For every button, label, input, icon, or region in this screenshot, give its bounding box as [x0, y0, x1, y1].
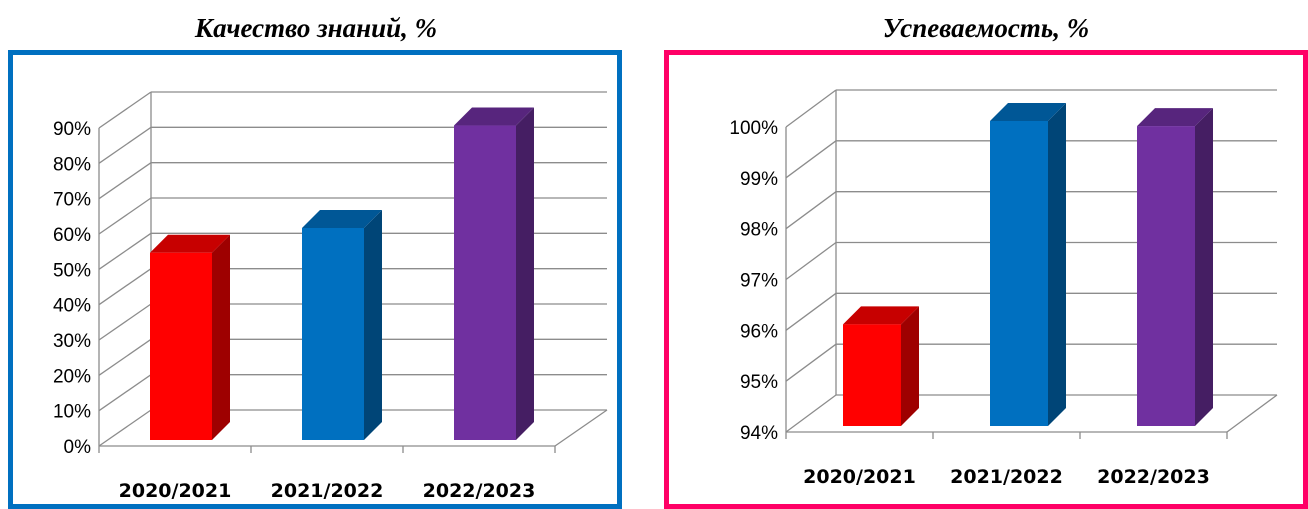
x-category-label: 2020/2021 — [119, 480, 232, 502]
gridline-diagonal — [98, 303, 152, 341]
bar-2021-2022 — [990, 103, 1066, 426]
y-tick-label: 70% — [53, 190, 91, 211]
gridline-diagonal — [98, 126, 152, 164]
y-tick-label: 97% — [740, 271, 778, 292]
gridline-diagonal — [98, 162, 152, 200]
y-tick-label: 100% — [729, 118, 778, 139]
gridline-diagonal — [785, 89, 837, 128]
bar-front — [302, 228, 364, 440]
chart-frame-knowledge-quality: 0% 10% 20% 30% 40% 50% 60% 70% 80% 90% 2020/2021 20… — [8, 50, 622, 509]
gridline-diagonal — [785, 241, 837, 281]
bar-side — [516, 107, 534, 441]
y-tick-label: 10% — [53, 402, 91, 423]
bar-2022-2023 — [454, 107, 534, 441]
floor-right-edge — [1226, 394, 1278, 433]
bar-chart-knowledge-quality: 0% 10% 20% 30% 40% 50% 60% 70% 80% 90% 2020/2021 20… — [53, 91, 608, 502]
y-tick-label: 94% — [740, 423, 778, 444]
bar-front — [1137, 126, 1195, 426]
bar-2020-2021 — [843, 306, 919, 426]
bar-top — [302, 210, 382, 228]
gridline-diagonal — [785, 343, 837, 382]
y-tick-label: 80% — [53, 154, 91, 175]
y-tick-label: 96% — [740, 321, 778, 342]
x-category-label: 2021/2022 — [950, 466, 1063, 488]
bar-chart-performance: 94% 95% 96% 97% 98% 99% 100% 2020/2021 2021/2022… — [729, 89, 1278, 488]
gridline-diagonal — [785, 292, 837, 331]
gridline-diagonal — [98, 268, 152, 306]
chart-title-knowledge-quality: Качество знаний, % — [194, 13, 438, 43]
y-tick-label: 0% — [64, 437, 92, 458]
bar-top — [1137, 108, 1213, 127]
bar-2021-2022 — [302, 210, 382, 440]
bar-front — [990, 121, 1048, 426]
gridline-diagonal — [98, 374, 152, 412]
chart-frame-performance: 94% 95% 96% 97% 98% 99% 100% 2020/2021 2021/2022… — [664, 50, 1308, 509]
bar-top — [990, 103, 1066, 121]
chart-title-performance: Успеваемость, % — [882, 13, 1090, 43]
bar-side — [1048, 103, 1066, 426]
gridline-diagonal — [785, 394, 837, 433]
y-tick-label: 40% — [53, 296, 91, 317]
gridline-diagonal — [98, 232, 152, 270]
bar-top — [454, 107, 534, 126]
y-tick-label: 50% — [53, 260, 91, 281]
y-tick-label: 20% — [53, 366, 91, 387]
y-tick-label: 30% — [53, 331, 91, 352]
y-tick-label: 99% — [740, 169, 778, 190]
y-tick-label: 98% — [740, 220, 778, 241]
bar-side — [901, 306, 919, 426]
bar-side — [364, 210, 382, 440]
bar-side — [212, 234, 230, 440]
gridline-diagonal — [98, 197, 152, 235]
x-category-label: 2022/2023 — [1097, 466, 1210, 488]
x-category-label: 2022/2023 — [423, 480, 536, 502]
gridline-diagonal — [785, 191, 837, 230]
gridline-diagonal — [785, 140, 837, 179]
gridline-diagonal — [98, 338, 152, 376]
y-tick-label: 90% — [53, 119, 91, 140]
bar-2020-2021 — [150, 234, 230, 440]
x-category-label: 2021/2022 — [271, 480, 384, 502]
x-category-label: 2020/2021 — [803, 466, 916, 488]
y-tick-label: 95% — [740, 372, 778, 393]
bar-front — [843, 324, 901, 426]
bar-top — [843, 306, 919, 325]
bar-top — [150, 234, 230, 253]
bar-front — [150, 252, 212, 440]
y-tick-label: 60% — [53, 225, 91, 246]
gridline-diagonal — [98, 91, 152, 129]
bar-front — [454, 125, 516, 441]
bar-side — [1195, 108, 1213, 427]
floor-right-edge — [554, 409, 608, 447]
bar-2022-2023 — [1137, 108, 1213, 427]
gridline-diagonal — [98, 409, 152, 447]
